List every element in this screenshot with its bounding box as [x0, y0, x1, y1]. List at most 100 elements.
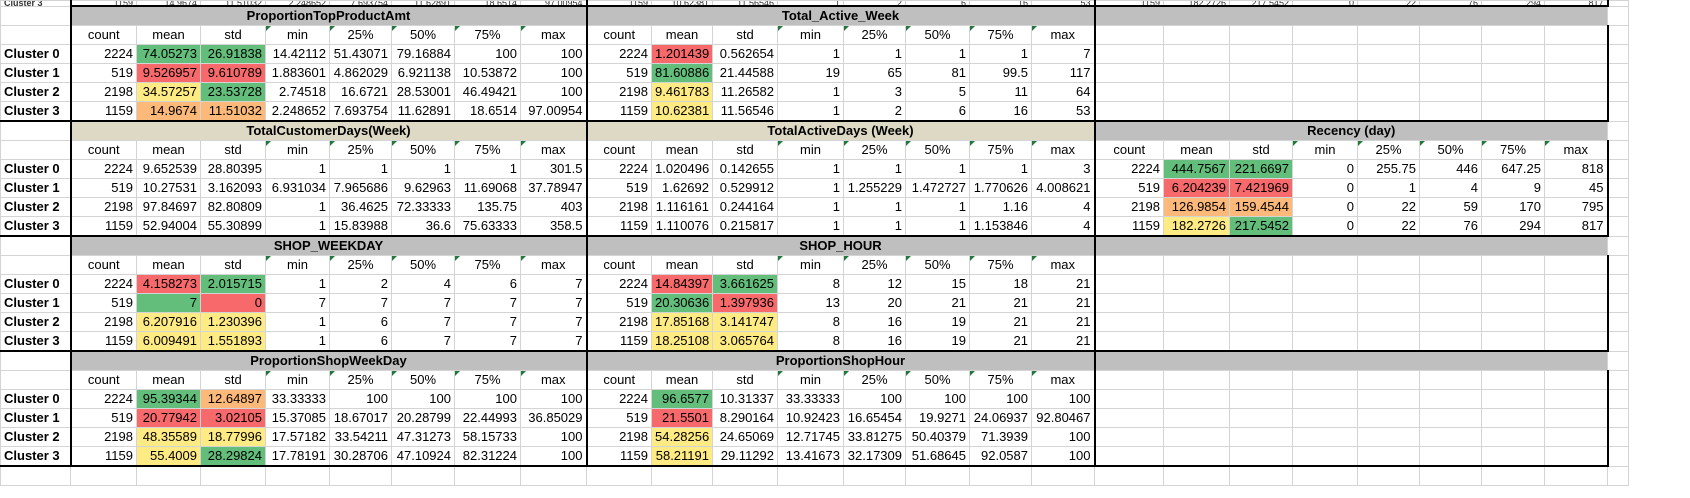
empty-cell[interactable]	[1544, 446, 1609, 467]
empty-cell[interactable]	[1607, 101, 1629, 122]
column-header[interactable]: 75%	[454, 255, 521, 275]
data-cell[interactable]: 0.529912	[712, 178, 778, 198]
empty-cell[interactable]	[1481, 389, 1545, 409]
empty-cell[interactable]	[1093, 389, 1164, 409]
data-cell[interactable]: 7	[391, 331, 455, 352]
column-header[interactable]: mean	[651, 370, 713, 390]
column-header[interactable]: std	[712, 25, 778, 45]
data-cell[interactable]: 1	[777, 197, 844, 217]
data-cell[interactable]: 1	[777, 82, 844, 102]
data-cell[interactable]: 519	[69, 408, 137, 428]
data-cell[interactable]: 64	[1031, 82, 1096, 102]
data-cell[interactable]: 1	[777, 159, 844, 179]
data-cell[interactable]: 1	[777, 101, 844, 122]
data-cell[interactable]: 519	[585, 63, 652, 83]
column-header[interactable]: 75%	[969, 25, 1032, 45]
empty-cell[interactable]	[1229, 255, 1293, 275]
data-cell[interactable]: 301.5	[520, 159, 588, 179]
empty-cell[interactable]	[1357, 389, 1420, 409]
data-cell[interactable]: 3	[1031, 159, 1096, 179]
data-cell[interactable]: 1	[265, 197, 330, 217]
empty-cell[interactable]	[454, 465, 521, 486]
empty-cell[interactable]	[1419, 331, 1482, 352]
data-cell[interactable]: 7	[136, 293, 201, 313]
data-cell[interactable]: 1	[969, 159, 1032, 179]
data-cell[interactable]: 795	[1544, 197, 1609, 217]
data-cell[interactable]: 100	[905, 389, 970, 409]
data-cell[interactable]: 8.290164	[712, 408, 778, 428]
empty-cell[interactable]	[1544, 274, 1609, 294]
data-cell[interactable]: 1.255229	[843, 178, 906, 198]
data-cell[interactable]: 11.62891	[391, 101, 455, 122]
column-header[interactable]: 25%	[843, 370, 906, 390]
data-cell[interactable]: 37.78947	[520, 178, 588, 198]
data-cell[interactable]: 4	[1031, 197, 1096, 217]
data-cell[interactable]: 15	[905, 274, 970, 294]
data-cell[interactable]: 53	[1031, 101, 1096, 122]
empty-cell[interactable]	[1163, 370, 1230, 390]
empty-cell[interactable]	[1607, 82, 1629, 102]
column-header[interactable]: max	[520, 140, 588, 160]
empty-cell[interactable]	[1357, 465, 1420, 486]
empty-cell[interactable]	[1419, 63, 1482, 83]
data-cell[interactable]: 4.862029	[329, 63, 392, 83]
empty-cell[interactable]	[1544, 408, 1609, 428]
column-header[interactable]: 25%	[843, 255, 906, 275]
data-cell[interactable]: 10.27531	[136, 178, 201, 198]
row-label[interactable]: Cluster 1	[0, 63, 71, 83]
data-cell[interactable]: 7	[1031, 44, 1096, 64]
data-cell[interactable]: 10.92423	[777, 408, 844, 428]
data-cell[interactable]: 19	[777, 63, 844, 83]
data-cell[interactable]: 100	[520, 82, 588, 102]
data-cell[interactable]: 135.75	[454, 197, 521, 217]
data-cell[interactable]: 7	[454, 312, 521, 332]
empty-cell[interactable]	[0, 235, 71, 256]
column-header[interactable]: 50%	[391, 255, 455, 275]
data-cell[interactable]: 6	[454, 274, 521, 294]
empty-cell[interactable]	[1607, 446, 1629, 467]
row-label[interactable]: Cluster 3	[0, 446, 71, 467]
empty-cell[interactable]	[1163, 293, 1230, 313]
data-cell[interactable]: 92.80467	[1031, 408, 1096, 428]
data-cell[interactable]: 221.6697	[1229, 159, 1293, 179]
data-cell[interactable]: 9.62963	[391, 178, 455, 198]
empty-cell[interactable]	[1607, 120, 1629, 141]
data-cell[interactable]: 55.4009	[136, 446, 201, 467]
data-cell[interactable]: 33.33333	[777, 389, 844, 409]
data-cell[interactable]: 2198	[585, 427, 652, 447]
data-cell[interactable]: 6	[905, 101, 970, 122]
empty-cell[interactable]	[1093, 25, 1164, 45]
data-cell[interactable]: 519	[69, 63, 137, 83]
empty-cell[interactable]	[712, 465, 778, 486]
empty-cell[interactable]	[1292, 446, 1358, 467]
data-cell[interactable]: 519	[585, 293, 652, 313]
data-cell[interactable]: 55.30899	[200, 216, 266, 237]
data-cell[interactable]: 9.461783	[651, 82, 713, 102]
empty-cell[interactable]	[1163, 63, 1230, 83]
data-cell[interactable]: 2224	[1093, 159, 1164, 179]
empty-cell[interactable]	[1357, 312, 1420, 332]
data-cell[interactable]: 2224	[69, 389, 137, 409]
data-cell[interactable]: 15.83988	[329, 216, 392, 237]
empty-cell[interactable]	[1419, 274, 1482, 294]
empty-cell[interactable]	[1357, 427, 1420, 447]
data-cell[interactable]: 1159	[585, 101, 652, 122]
column-header[interactable]: min	[777, 370, 844, 390]
data-cell[interactable]: 100	[391, 389, 455, 409]
data-cell[interactable]: 117	[1031, 63, 1096, 83]
data-cell[interactable]: 2224	[69, 159, 137, 179]
data-cell[interactable]: 1.62692	[651, 178, 713, 198]
data-cell[interactable]: 7	[520, 331, 588, 352]
panel-title[interactable]: TotalActiveDays (Week)	[586, 120, 1096, 141]
data-cell[interactable]: 100	[969, 389, 1032, 409]
empty-cell[interactable]	[1357, 63, 1420, 83]
empty-cell[interactable]	[1607, 389, 1629, 409]
data-cell[interactable]: 1159	[585, 446, 652, 467]
column-header[interactable]: min	[265, 25, 330, 45]
empty-cell[interactable]	[1093, 331, 1164, 352]
data-cell[interactable]: 1	[969, 44, 1032, 64]
empty-cell[interactable]	[1163, 255, 1230, 275]
empty-cell[interactable]	[1292, 293, 1358, 313]
data-cell[interactable]: 1	[265, 274, 330, 294]
empty-cell[interactable]	[1419, 312, 1482, 332]
